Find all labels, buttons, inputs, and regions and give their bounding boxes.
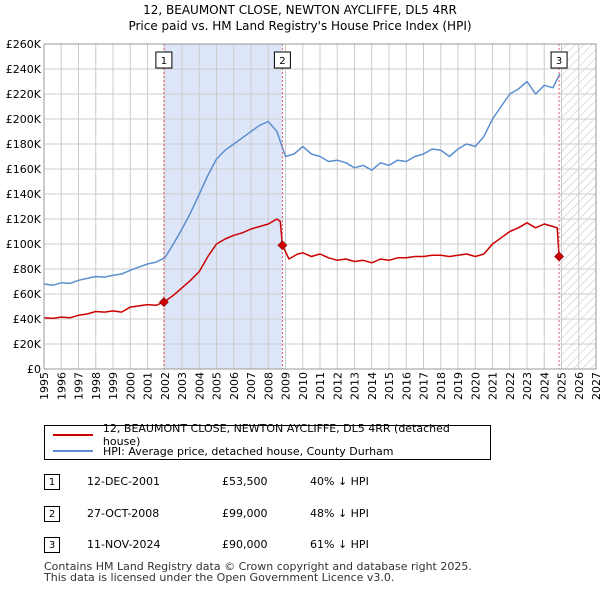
sale-markers-layer: 1 2 3 — [155, 44, 568, 369]
x-tick-label: 1996 — [55, 372, 68, 400]
sale-hpi-diff: 48% ↓ HPI — [310, 507, 369, 520]
series-lines-layer — [44, 73, 561, 320]
x-tick-label: 2023 — [521, 372, 534, 400]
y-tick-label: £220K — [6, 88, 42, 101]
x-tick-label: 2016 — [400, 372, 413, 400]
price-chart: 1 2 3 £0 £20K £40K £60K £80K £100K £120K £140K £16… — [6, 38, 600, 400]
x-tick-label: 2025 — [556, 372, 569, 400]
x-tick-label: 2015 — [383, 372, 396, 400]
legend-hpi-swatch — [53, 450, 93, 452]
sale-marker-number: 3 — [556, 56, 562, 67]
sale-row-1: 1 12-DEC-2001 £53,500 40% ↓ HPI — [44, 474, 444, 492]
x-tick-label: 2027 — [590, 372, 600, 400]
legend: 12, BEAUMONT CLOSE, NEWTON AYCLIFFE, DL5… — [44, 422, 491, 460]
sale-marker-box — [155, 51, 173, 69]
gridlines-layer — [43, 43, 597, 370]
y-tick-label: £180K — [6, 138, 42, 151]
footer-line2: This data is licensed under the Open Gov… — [44, 571, 395, 584]
x-tick-label: 2002 — [159, 372, 172, 400]
x-tick-label: 1995 — [38, 372, 51, 400]
sale-date: 11-NOV-2024 — [87, 538, 161, 551]
sale-row-2: 2 27-OCT-2008 £99,000 48% ↓ HPI — [44, 506, 444, 524]
x-tick-label: 2004 — [193, 372, 206, 400]
sale-price: £90,000 — [222, 538, 268, 551]
sale-marker-box — [550, 51, 568, 69]
x-tick-label: 2000 — [124, 372, 137, 400]
x-tick-label: 2003 — [176, 372, 189, 400]
x-tick-label: 1997 — [73, 372, 86, 400]
x-tick-label: 2026 — [573, 372, 586, 400]
x-tick-label: 2013 — [349, 372, 362, 400]
x-tick-label: 2017 — [418, 372, 431, 400]
y-tick-label: £80K — [13, 263, 42, 276]
y-tick-label: £260K — [6, 38, 42, 51]
hpi-line — [44, 73, 561, 287]
sale-row-3: 3 11-NOV-2024 £90,000 61% ↓ HPI — [44, 537, 444, 555]
sale-hpi-diff: 40% ↓ HPI — [310, 475, 369, 488]
sale-badge: 1 — [44, 474, 60, 490]
legend-property-swatch — [53, 434, 93, 436]
x-tick-label: 2024 — [538, 372, 551, 400]
x-tick-label: 2020 — [469, 372, 482, 400]
x-tick-label: 2005 — [211, 372, 224, 400]
legend-item-property: 12, BEAUMONT CLOSE, NEWTON AYCLIFFE, DL5… — [53, 422, 490, 448]
x-tick-label: 2019 — [452, 372, 465, 400]
x-tick-label: 2010 — [297, 372, 310, 400]
sale-marker-number: 2 — [279, 56, 285, 67]
chart-title-line2: Price paid vs. HM Land Registry's House … — [128, 19, 472, 33]
sale-point — [277, 240, 288, 251]
sale-marker-box — [273, 51, 291, 69]
sale-badge: 3 — [44, 537, 60, 553]
sale-badge: 2 — [44, 506, 60, 522]
x-tick-label: 2007 — [245, 372, 258, 400]
ownership-period-shade — [163, 44, 283, 369]
chart-title-line1: 12, BEAUMONT CLOSE, NEWTON AYCLIFFE, DL5… — [143, 3, 457, 17]
x-tick-label: 2009 — [280, 372, 293, 400]
sale-point — [158, 297, 169, 308]
y-tick-label: £200K — [6, 113, 42, 126]
plot-frame — [43, 43, 597, 370]
x-tick-label: 2022 — [504, 372, 517, 400]
footer: Contains HM Land Registry data © Crown c… — [44, 561, 472, 583]
legend-property-label: 12, BEAUMONT CLOSE, NEWTON AYCLIFFE, DL5… — [102, 422, 450, 448]
sale-date: 12-DEC-2001 — [87, 475, 161, 488]
sale-point — [554, 251, 565, 262]
y-tick-label: £120K — [6, 213, 42, 226]
y-tick-label: £0 — [27, 363, 41, 376]
x-tick-label: 2008 — [262, 372, 275, 400]
footer-line1: Contains HM Land Registry data © Crown c… — [44, 560, 472, 573]
x-tick-label: 2001 — [142, 372, 155, 400]
x-tick-label: 2021 — [487, 372, 500, 400]
chart-title: 12, BEAUMONT CLOSE, NEWTON AYCLIFFE, DL5… — [0, 2, 600, 34]
legend-hpi-label: HPI: Average price, detached house, Coun… — [103, 444, 394, 458]
sale-price: £99,000 — [222, 507, 268, 520]
y-tick-label: £40K — [13, 313, 42, 326]
axes-layer: £0 £20K £40K £60K £80K £100K £120K £140K £160K £1… — [6, 38, 600, 400]
y-tick-label: £240K — [6, 63, 42, 76]
y-tick-label: £100K — [6, 238, 42, 251]
y-tick-label: £140K — [6, 188, 42, 201]
y-tick-label: £20K — [13, 338, 42, 351]
x-tick-label: 2011 — [314, 372, 327, 400]
plot-background-layer — [163, 44, 596, 369]
x-tick-label: 2012 — [331, 372, 344, 400]
sale-hpi-diff: 61% ↓ HPI — [310, 538, 369, 551]
forecast-hatch-region — [559, 44, 596, 369]
x-tick-label: 1998 — [90, 372, 103, 400]
legend-item-hpi: HPI: Average price, detached house, Coun… — [53, 443, 394, 459]
property-price-line — [44, 218, 560, 320]
x-tick-label: 2018 — [435, 372, 448, 400]
sale-price: £53,500 — [222, 475, 268, 488]
x-tick-label: 1999 — [107, 372, 120, 400]
y-tick-label: £60K — [13, 288, 42, 301]
sale-marker-number: 1 — [161, 56, 167, 67]
x-tick-label: 2006 — [228, 372, 241, 400]
sale-date: 27-OCT-2008 — [87, 507, 160, 520]
y-tick-label: £160K — [6, 163, 42, 176]
x-tick-label: 2014 — [366, 372, 379, 400]
